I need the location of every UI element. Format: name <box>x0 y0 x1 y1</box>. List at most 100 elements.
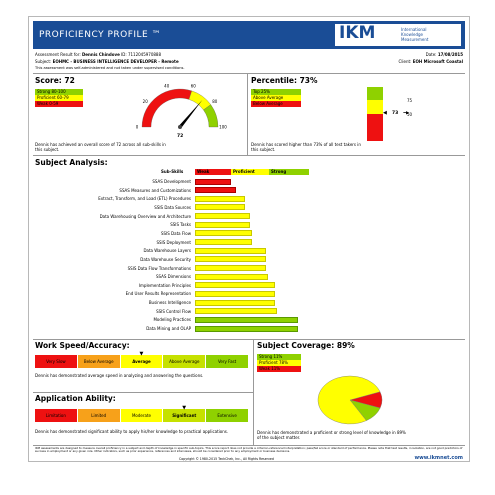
report-title: PROFICIENCY PROFILE ™ <box>39 30 162 40</box>
legend-below-average: Below Average <box>251 101 301 107</box>
percentile-section: Percentile: 73% Top 25% Above Average Be… <box>249 75 465 155</box>
gauge-needle <box>178 100 203 129</box>
work-speed-scale: Very Slow Below Average Average Above Avera… <box>35 355 249 368</box>
gauge-tick-label: 80 <box>212 99 218 104</box>
skill-bar <box>195 256 266 263</box>
candidate-id: ID: 7112045970888 <box>121 52 162 57</box>
application-option: Limited <box>77 409 121 422</box>
pie-slice-proficient <box>317 375 381 425</box>
percentile-marker: ◀ 73 ━▶ <box>383 109 410 116</box>
skill-bar <box>195 273 268 280</box>
column-sub-skills: Sub-Skills <box>161 169 184 174</box>
application-marker: ▼ <box>182 405 187 411</box>
skill-label: End User Results Representation <box>125 291 191 297</box>
supervision-note: This assessment was self-administered an… <box>35 66 185 70</box>
skill-label: SSAS Dimensions <box>155 274 191 280</box>
legend-coverage-strong: Strong 11% <box>257 354 301 360</box>
gauge-tick-label: 20 <box>143 99 149 104</box>
skill-bar <box>195 230 252 237</box>
column-strong: Strong <box>269 169 309 175</box>
legend-weak: Weak 0-59 <box>35 101 83 107</box>
proficiency-profile-report: PROFICIENCY PROFILE ™ IKM International … <box>28 16 470 462</box>
percentile-title: Percentile: 73% <box>251 76 318 85</box>
skill-label: SSIS Data Flow <box>160 230 191 236</box>
subject-analysis-title: Subject Analysis: <box>35 158 108 167</box>
legend-above-average: Above Average <box>251 95 301 101</box>
application-option: Moderate <box>120 409 164 422</box>
skill-bar <box>195 187 237 194</box>
skill-label: Data Mining and OLAP <box>146 326 191 332</box>
column-weak: Weak <box>195 169 231 175</box>
date-line: Date: 17/08/2015 <box>425 52 463 57</box>
work-speed-option: Very Fast <box>206 355 249 368</box>
skill-bar <box>195 239 252 246</box>
coverage-description: Dennis has demonstrated a proficient or … <box>257 430 406 440</box>
application-option: Significant <box>163 409 207 422</box>
legend-strong: Strong 80-100 <box>35 89 83 95</box>
work-speed-description: Dennis has demonstrated average speed in… <box>35 373 204 378</box>
skill-label: SSAS Measures and Customizations <box>119 187 191 193</box>
report-header: PROFICIENCY PROFILE ™ IKM International … <box>33 21 465 49</box>
skill-label: SSIS Control Flow <box>156 308 191 314</box>
work-speed-option: Average <box>120 355 164 368</box>
application-option: Extensive <box>206 409 249 422</box>
score-gauge: 0 20 40 60 80 100 <box>136 84 228 130</box>
logo-text: IKM <box>339 23 376 43</box>
logo-sub-line: International <box>401 27 427 32</box>
percentile-marker-label: 73 <box>391 110 399 116</box>
skill-bar <box>195 308 278 315</box>
score-legend: Strong 80-100 Proficient 60-79 Weak 0-59 <box>35 89 83 107</box>
skill-label: Data Warehousing Overview and Architectu… <box>99 213 191 219</box>
skill-label: Data Warehouse Security <box>140 256 191 262</box>
subject-coverage-section: Subject Coverage: 89% Strong 11% Profici… <box>255 341 465 445</box>
column-proficient: Proficient <box>231 169 269 175</box>
coverage-title: Subject Coverage: 89% <box>257 341 355 350</box>
percentile-tick-50: 50 <box>407 112 413 117</box>
work-speed-marker: ▼ <box>139 351 144 357</box>
work-speed-title: Work Speed/Accuracy: <box>35 341 130 350</box>
gauge-tick-label: 40 <box>164 84 170 89</box>
work-speed-option: Very Slow <box>35 355 78 368</box>
skill-label: Implementation Principles <box>138 282 191 288</box>
skill-bar <box>195 247 266 254</box>
score-description: Dennis has achieved an overall score of … <box>35 142 166 152</box>
gauge-pivot <box>178 125 182 129</box>
application-title: Application Ability: <box>35 394 116 403</box>
skill-label: Extract, Transform, and Load (ETL) Proce… <box>98 196 191 202</box>
skill-bar <box>195 282 275 289</box>
skill-bar <box>195 316 298 323</box>
skill-bar <box>195 221 250 228</box>
percentile-tick-75: 75 <box>407 98 413 103</box>
work-speed-option: Below Average <box>77 355 121 368</box>
gauge-tick-label: 100 <box>219 125 227 130</box>
skill-label: Data Warehouse Layers <box>143 248 191 254</box>
percentile-bar <box>367 87 383 141</box>
skill-label: Business Intelligence <box>148 300 191 306</box>
skill-bar <box>195 299 275 306</box>
percentile-description: Dennis has scored higher than 73% of all… <box>251 142 361 152</box>
coverage-pie <box>317 375 383 425</box>
skill-bar <box>195 290 275 297</box>
gauge-tick-label: 60 <box>191 84 197 89</box>
skill-label: SSIS Data Sources <box>154 204 191 210</box>
percentile-legend: Top 25% Above Average Below Average <box>251 89 301 107</box>
coverage-legend: Strong 11% Proficient 78% Weak 11% <box>257 354 301 372</box>
skill-bar <box>195 195 246 202</box>
work-speed-section: Work Speed/Accuracy: Very Slow Below Aver… <box>33 341 253 391</box>
skill-label: SSIS Deployment <box>156 239 191 245</box>
ikm-logo: IKM International Knowledge Measurement <box>335 23 461 46</box>
skill-bar <box>195 213 250 220</box>
legend-coverage-weak: Weak 11% <box>257 366 301 372</box>
gauge-segment <box>203 104 219 128</box>
legend-proficient: Proficient 60-79 <box>35 95 83 101</box>
candidate-name: Dennis Chindove <box>81 52 120 57</box>
application-option: Limitation <box>35 409 78 422</box>
score-value: 72 <box>177 134 184 139</box>
subject-name: EOHMC - BUSINESS INTELLIGENCE DEVELOPER … <box>52 59 179 64</box>
skill-label: SSAS Development <box>152 179 191 184</box>
footer-url[interactable]: www.ikmnet.com <box>414 455 463 461</box>
work-speed-option: Above Average <box>163 355 207 368</box>
gauge-tick-label: 0 <box>136 125 139 130</box>
score-title: Score: 72 <box>35 76 75 85</box>
footer-copyright: Copyright © 1980-2015 TeckChek, Inc., Al… <box>179 457 274 461</box>
